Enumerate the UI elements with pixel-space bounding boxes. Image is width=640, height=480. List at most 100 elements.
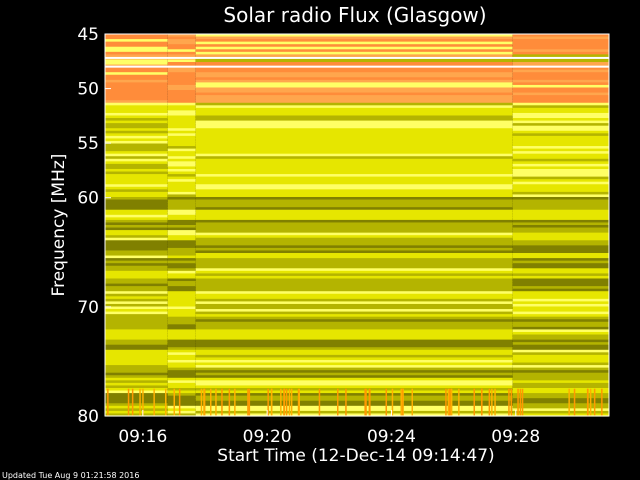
- spectrogram-cell: [167, 298, 196, 302]
- spectrogram-cell: [195, 166, 513, 170]
- spectrogram-cell: [105, 230, 168, 234]
- spectrogram-cell: [167, 408, 196, 412]
- spectrogram-cell: [105, 168, 168, 173]
- spectrogram-cell: [167, 79, 196, 83]
- spectrogram-cell: [167, 314, 196, 318]
- spectrogram-cell: [195, 171, 513, 175]
- spectrogram-cell: [105, 105, 168, 109]
- spectrogram-cell: [195, 367, 513, 371]
- spectrogram-cell: [167, 370, 196, 374]
- spectrogram-cell: [167, 390, 196, 394]
- spectrogram-cell: [195, 339, 513, 343]
- spectrogram-cell: [195, 237, 513, 241]
- spectrogram-cell: [167, 362, 196, 366]
- spectrogram-cell: [195, 189, 513, 193]
- spectrogram-cell: [105, 133, 168, 137]
- spectrogram-cell: [167, 105, 196, 109]
- spectrogram-cell: [512, 54, 609, 58]
- spectrogram-cell: [512, 230, 609, 234]
- spectrogram-cell: [512, 128, 609, 132]
- spectrogram-cell: [167, 219, 196, 224]
- spectrogram-cell: [512, 102, 609, 106]
- spectrogram-cell: [105, 275, 168, 280]
- spectrogram-cell: [512, 405, 609, 409]
- spectrogram-cell: [195, 202, 513, 206]
- spectrogram-cell: [167, 235, 196, 239]
- spectrogram-cell: [167, 253, 196, 257]
- spectrogram-spike: [165, 388, 167, 417]
- spectrogram-cell: [105, 49, 168, 53]
- spectrogram-spike: [411, 388, 413, 417]
- spectrogram-cell: [167, 59, 196, 63]
- spectrogram-cell: [167, 263, 196, 267]
- spectrogram-cell: [195, 357, 513, 361]
- spectrogram-cell: [167, 189, 196, 193]
- spectrogram-cell: [512, 105, 609, 109]
- spectrogram-cell: [195, 100, 513, 104]
- spectrogram-cell: [512, 385, 609, 389]
- spectrogram-cell: [512, 112, 609, 117]
- spectrogram-cell: [512, 194, 609, 198]
- spectrogram-spike: [285, 388, 288, 417]
- spectrogram-cell: [195, 133, 513, 137]
- spectrogram-cell: [105, 354, 168, 359]
- spectrogram-cell: [512, 232, 609, 236]
- spectrogram-cell: [167, 398, 196, 402]
- spectrogram-cell: [512, 247, 609, 252]
- spectrogram-cell: [195, 342, 513, 346]
- spectrogram-cell: [195, 36, 513, 40]
- spectrogram-gap-line: [105, 65, 609, 68]
- spectrogram-cell: [167, 278, 196, 282]
- spectrogram-cell: [195, 194, 513, 198]
- spectrogram-cell: [105, 209, 168, 213]
- spectrogram-cell: [195, 354, 513, 359]
- spectrogram-cell: [105, 44, 168, 48]
- spectrogram-cell: [167, 326, 196, 331]
- spectrogram-cell: [512, 235, 609, 239]
- spectrogram-cell: [512, 303, 609, 308]
- spectrogram-spike: [573, 388, 576, 417]
- spectrogram-cell: [167, 296, 196, 300]
- spectrogram-cell: [167, 316, 196, 320]
- spectrogram-cell: [105, 331, 168, 336]
- spectrogram-cell: [195, 217, 513, 221]
- spectrogram-cell: [195, 390, 513, 394]
- spectrogram-cell: [512, 301, 609, 305]
- spectrogram-cell: [105, 100, 168, 104]
- spectrogram-cell: [105, 347, 168, 351]
- spectrogram-cell: [195, 344, 513, 348]
- spectrogram-cell: [512, 51, 609, 55]
- x-tick-label: 09:24: [367, 427, 416, 447]
- spectrogram-cell: [195, 125, 513, 129]
- spectrogram-cell: [512, 41, 609, 45]
- spectrogram-spike: [445, 388, 447, 417]
- spectrogram-cell: [105, 214, 168, 218]
- spectrogram-cell: [105, 385, 168, 389]
- spectrogram-spike: [270, 388, 273, 417]
- spectrogram-cell: [195, 247, 513, 252]
- spectrogram-cell: [167, 82, 196, 86]
- spectrogram-cell: [105, 158, 168, 162]
- spectrogram-cell: [512, 250, 609, 254]
- x-tick-label: 09:28: [491, 427, 540, 447]
- spectrogram-cell: [105, 240, 168, 244]
- spectrogram-cell: [195, 410, 513, 415]
- spectrogram-cell: [167, 237, 196, 241]
- spectrogram-cell: [105, 370, 168, 374]
- spectrogram-cell: [512, 281, 609, 285]
- spectrogram-cell: [105, 319, 168, 323]
- spectrogram-cell: [512, 319, 609, 323]
- spectrogram-cell: [167, 214, 196, 218]
- spectrogram-cell: [512, 222, 609, 226]
- spectrogram-cell: [512, 97, 609, 101]
- spectrogram-cell: [167, 174, 196, 178]
- spectrogram-spike: [221, 388, 223, 417]
- spectrogram-cell: [195, 311, 513, 315]
- spectrogram-cell: [195, 235, 513, 239]
- spectrogram-cell: [195, 314, 513, 318]
- spectrogram-spike: [127, 388, 130, 417]
- spectrogram-cell: [167, 184, 196, 188]
- spectrogram-cell: [195, 258, 513, 262]
- spectrogram-cell: [167, 41, 196, 45]
- spectrogram-cell: [512, 184, 609, 188]
